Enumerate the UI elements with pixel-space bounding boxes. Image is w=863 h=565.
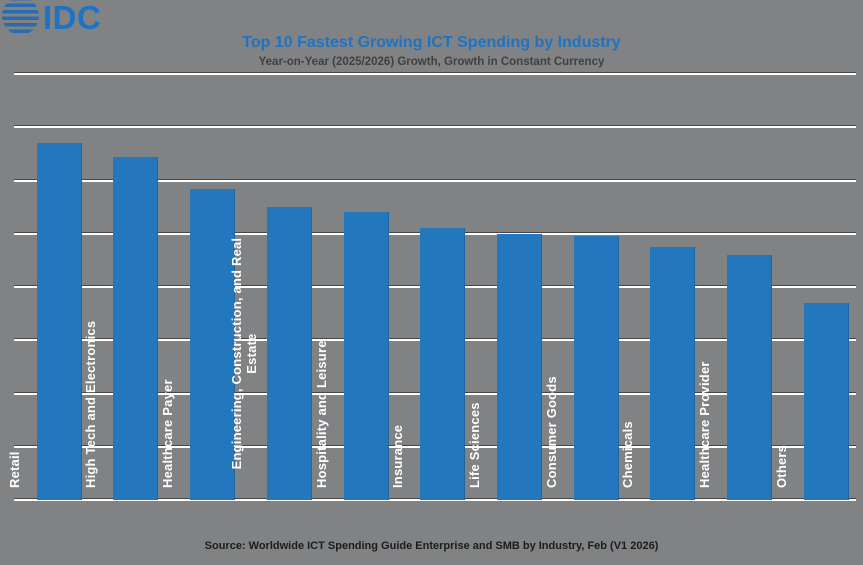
bar-chemicals: Chemicals [620,247,696,500]
gridline [14,72,856,75]
idc-globe-icon [2,0,39,35]
bar-label: Insurance [390,424,406,488]
bar-label: Others [773,444,789,488]
bar-label: Hospitality and Leisure [313,340,329,488]
bar-healthcare-payer: Healthcare Payer [160,188,236,500]
idc-logo: IDC [2,0,101,39]
bar-life-sciences: Life Sciences [467,233,542,500]
bar-healthcare-provider: Healthcare Provider [697,255,772,500]
bar-insurance: Insurance [390,228,466,500]
chart-subtitle: Year-on-Year (2025/2026) Growth, Growth … [258,56,605,68]
bar-label: High Tech and Electronics [83,320,99,488]
bar-label: Healthcare Payer [160,379,176,488]
bar-label: Engineering, Construction, and Real Esta… [228,237,259,470]
bar-label: Life Sciences [466,402,482,488]
bar-engineering-construction-and-real-estate: Engineering, Construction, and Real Esta… [229,207,312,500]
bar-consumer-goods: Consumer Goods [544,236,619,500]
bar-label: Healthcare Provider [697,361,712,488]
idc-logo-text: IDC [43,0,102,36]
plot-area: Retail High Tech and Electronics Healthcar… [7,72,856,501]
gridline [14,125,856,129]
chart-title: Top 10 Fastest Growing ICT Spending by I… [242,34,621,51]
bar-label: Retail [6,451,22,488]
bar-label: Chemicals [620,421,636,488]
bar-label: Consumer Goods [543,376,559,488]
bar-high-tech-and-electronics: High Tech and Electronics [83,156,159,500]
bar-others: Others [774,302,849,500]
bar-hospitality-and-leisure: Hospitality and Leisure [314,212,389,500]
source-note: Source: Worldwide ICT Spending Guide Ent… [204,540,659,552]
gridline [14,178,856,182]
bar-retail: Retail [7,143,82,500]
